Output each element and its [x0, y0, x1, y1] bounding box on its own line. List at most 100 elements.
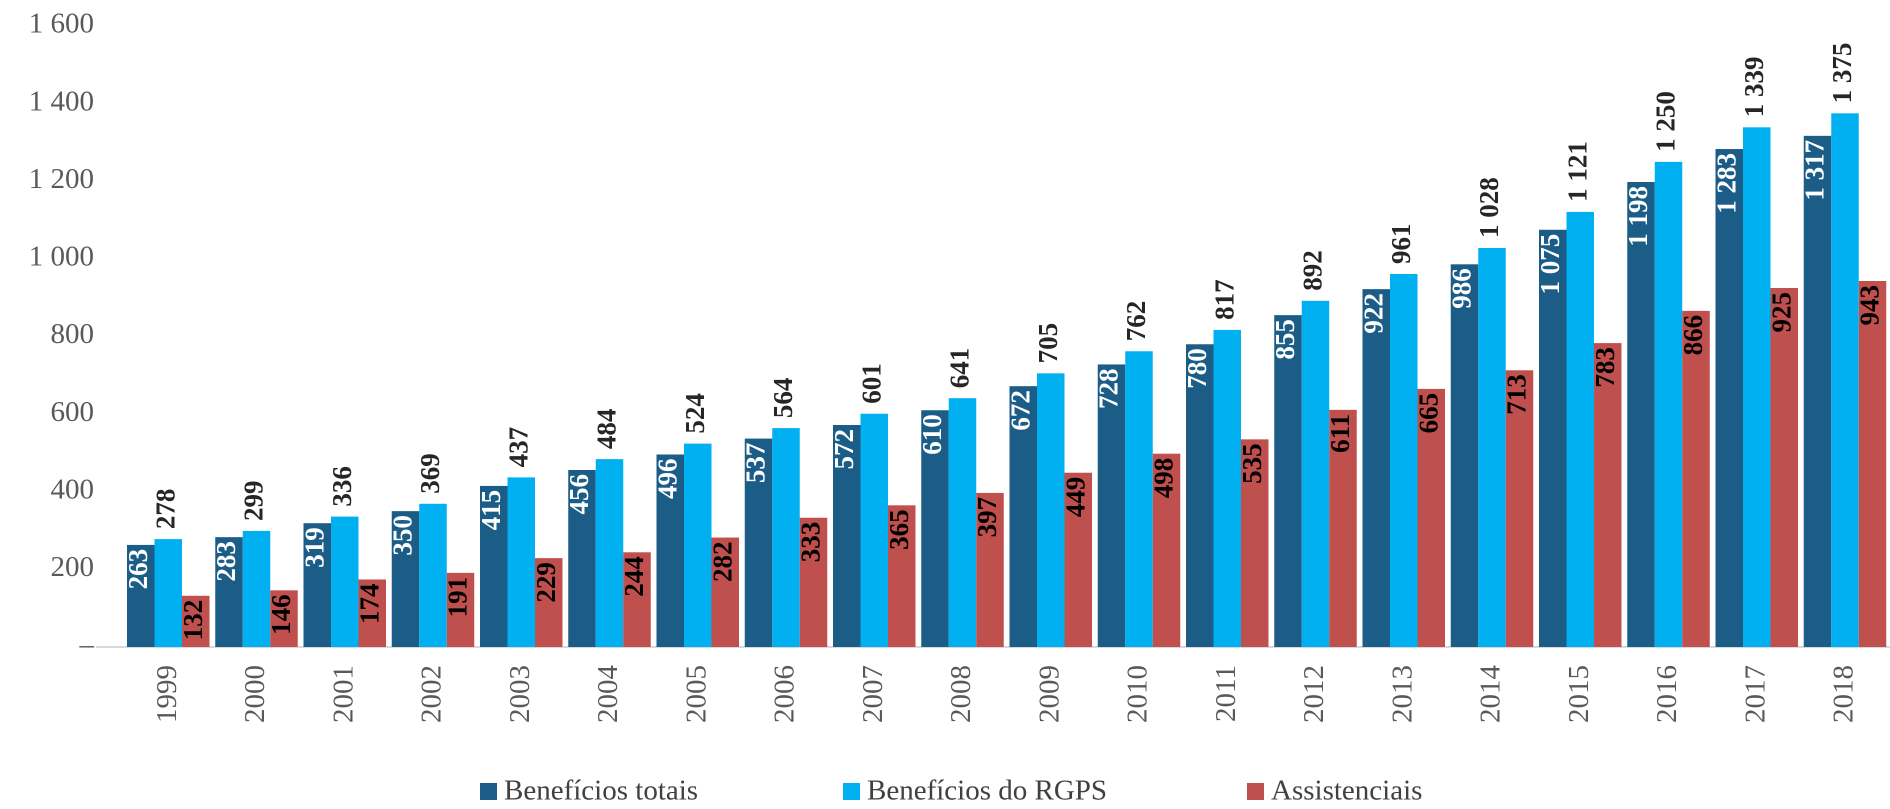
x-tick-label: 2014: [1475, 665, 1507, 724]
bar: [799, 517, 828, 647]
value-label: 365: [884, 509, 914, 549]
x-tick-label: 2016: [1651, 665, 1683, 723]
value-label: 564: [768, 378, 798, 419]
value-label: 866: [1678, 315, 1708, 356]
bar: [1478, 248, 1506, 647]
value-label: 783: [1590, 347, 1620, 388]
value-label: 229: [531, 562, 561, 603]
bar: [507, 477, 535, 647]
value-label: 1 250: [1651, 91, 1681, 152]
bar: [595, 459, 624, 647]
x-tick-label: 2000: [239, 665, 271, 723]
bar: [182, 595, 210, 647]
x-tick-label: 2007: [857, 665, 889, 723]
value-label: 1 198: [1623, 186, 1653, 247]
value-label: 728: [1094, 368, 1124, 409]
value-label: 1 075: [1535, 234, 1565, 295]
bar: [568, 470, 596, 647]
bar: [1329, 409, 1357, 647]
value-label: 1 317: [1800, 140, 1830, 201]
value-label: 1 339: [1739, 57, 1769, 118]
x-tick-label: 2012: [1298, 665, 1330, 723]
value-label: 986: [1447, 268, 1477, 309]
bar: [1152, 453, 1181, 647]
value-label: 762: [1121, 301, 1151, 342]
bar: [1241, 439, 1269, 647]
value-label: 1 028: [1474, 177, 1504, 238]
value-label: 146: [266, 594, 296, 635]
value-label: 705: [1033, 323, 1063, 364]
bar: [1770, 287, 1798, 647]
bar: [1390, 274, 1418, 647]
bar: [1274, 315, 1302, 647]
bar: [535, 558, 563, 647]
bar: [1450, 264, 1479, 647]
bar: [684, 443, 712, 647]
value-label: 333: [796, 522, 826, 563]
legend-swatch: [480, 783, 497, 800]
value-label: 132: [178, 600, 208, 641]
value-label: 244: [619, 556, 649, 597]
x-tick-label: 2009: [1033, 665, 1065, 723]
value-label: 665: [1413, 393, 1443, 434]
bar: [921, 410, 949, 647]
bar: [1417, 388, 1445, 647]
bar: [1858, 280, 1887, 647]
bar: [1125, 351, 1153, 647]
value-label: 369: [415, 453, 445, 494]
bar: [1682, 310, 1710, 647]
bar: [1186, 344, 1214, 647]
x-tick-label: 2017: [1739, 665, 1771, 723]
bar: [1654, 161, 1683, 647]
bar: [215, 537, 243, 647]
value-label: 611: [1325, 414, 1355, 453]
bar: [242, 530, 271, 647]
bar: [1715, 149, 1743, 647]
x-tick-label: 2005: [680, 665, 712, 723]
value-label: 397: [972, 497, 1002, 538]
bar: [303, 523, 331, 647]
value-label: 855: [1270, 319, 1300, 360]
x-tick-label: 2001: [327, 665, 359, 723]
x-tick-label: 2015: [1563, 665, 1595, 723]
y-tick-label: 200: [51, 551, 95, 583]
bar: [948, 398, 977, 647]
value-label: 174: [354, 583, 384, 624]
bar: [1301, 300, 1330, 647]
y-tick-label: 800: [51, 318, 95, 350]
y-tick-label: 600: [51, 396, 95, 428]
bar: [1627, 182, 1655, 647]
bar: [1743, 127, 1771, 647]
value-label: 437: [503, 427, 533, 468]
bar: [1064, 472, 1092, 647]
y-tick-label: –: [79, 629, 95, 661]
value-label: 601: [856, 363, 886, 404]
bar: [1505, 370, 1534, 647]
value-label: 456: [564, 474, 594, 515]
value-label: 943: [1855, 285, 1885, 326]
bar: [331, 516, 359, 647]
value-label: 922: [1358, 293, 1388, 334]
legend-label: Assistenciais: [1271, 775, 1422, 807]
value-label: 537: [741, 443, 771, 484]
value-label: 780: [1182, 348, 1212, 389]
value-label: 336: [327, 466, 357, 507]
value-label: 892: [1298, 250, 1328, 291]
bar: [480, 485, 508, 647]
bar: [1594, 343, 1622, 647]
bar: [976, 492, 1004, 647]
value-label: 817: [1209, 279, 1239, 320]
value-label: 449: [1060, 477, 1090, 518]
bar: [419, 503, 447, 647]
y-tick-label: 1 000: [29, 241, 94, 273]
value-label: 319: [299, 527, 329, 568]
value-label: 1 375: [1827, 43, 1857, 104]
value-label: 672: [1005, 390, 1035, 431]
y-tick-label: 1 400: [29, 85, 94, 117]
bar: [888, 505, 916, 647]
legend-label: Benefícios do RGPS: [867, 775, 1107, 807]
x-tick-label: 2018: [1828, 665, 1860, 723]
bar: [1539, 229, 1567, 647]
value-label: 282: [707, 542, 737, 583]
